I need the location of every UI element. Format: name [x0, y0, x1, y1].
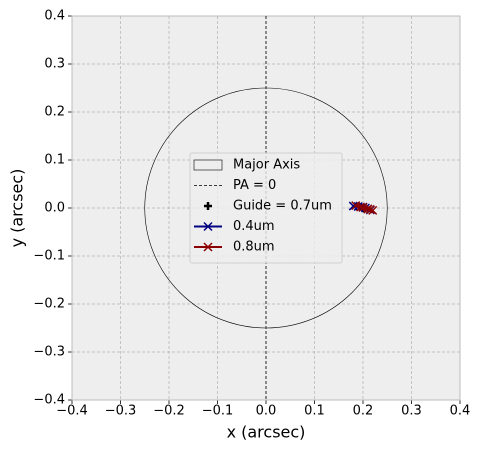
x-tick-label: −0.2: [153, 404, 185, 419]
y-tick-label: −0.1: [33, 249, 65, 264]
y-tick-label: 0.0: [44, 201, 65, 216]
y-tick-label: 0.3: [44, 57, 65, 72]
y-tick-label: 0.1: [44, 153, 65, 168]
legend-label: 0.8um: [233, 240, 275, 255]
x-tick-label: 0.0: [256, 404, 277, 419]
legend-label: Guide = 0.7um: [233, 199, 332, 214]
y-tick-label: −0.4: [33, 393, 65, 408]
x-marker: [203, 242, 213, 252]
x-tick-label: 0.2: [353, 404, 374, 419]
legend-box: [189, 152, 343, 264]
x-tick-label: 0.1: [304, 404, 325, 419]
x-marker: [368, 205, 378, 215]
x-tick-label: 0.4: [450, 404, 471, 419]
x-marker: [365, 204, 375, 214]
legend: Major Axis PA = 0 Guide = 0.7um 0.4um 0.8um: [189, 152, 343, 264]
plus-marker: [204, 202, 212, 210]
x-tick-label: −0.4: [56, 404, 88, 419]
x-tick-label: 0.3: [401, 404, 422, 419]
x-tick-label: −0.1: [202, 404, 234, 419]
y-tick-label: −0.3: [33, 345, 65, 360]
x-tick-label: −0.3: [105, 404, 137, 419]
x-axis-label: x (arcsec): [227, 423, 306, 442]
y-axis-label: y (arcsec): [8, 169, 27, 248]
x-marker: [356, 202, 366, 212]
y-tick-label: −0.2: [33, 297, 65, 312]
y-tick-label: 0.4: [44, 9, 65, 24]
y-tick-label: 0.2: [44, 105, 65, 120]
x-marker: [203, 221, 213, 232]
legend-patch: [193, 159, 223, 171]
legend-label: Major Axis: [233, 158, 300, 173]
legend-label: PA = 0: [233, 178, 276, 193]
legend-label: 0.4um: [233, 219, 275, 234]
